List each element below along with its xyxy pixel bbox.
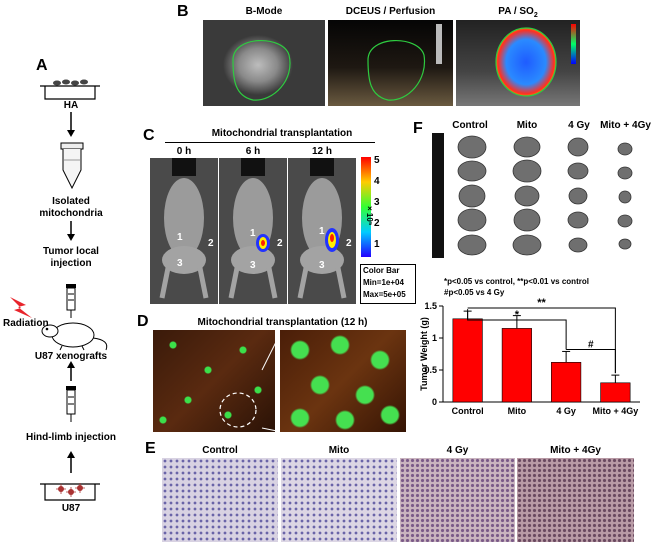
histology-4gy — [400, 458, 515, 542]
panel-a-label: A — [36, 57, 48, 74]
ivis-image-12h — [288, 158, 356, 304]
x-tick-label: Mito — [508, 406, 527, 416]
y-tick-label: 1.5 — [424, 301, 437, 311]
marker-2: 2 — [346, 238, 352, 249]
ivis-image-0h — [150, 158, 218, 304]
b-title-pa: PA / SO2 — [498, 6, 538, 19]
c-title: Mitochondrial transplantation — [211, 128, 353, 139]
c-markers-12h: 1 2 3 — [288, 158, 356, 304]
u87-dish-icon — [40, 483, 100, 501]
colorbar-legend-title: Color Bar — [363, 266, 400, 275]
x-tick-label: Mito + 4Gy — [592, 406, 638, 416]
e-label-mito: Mito — [328, 445, 350, 456]
c-colorbar — [361, 157, 371, 257]
panel-f-label: F — [413, 120, 423, 137]
step-ha: HA — [63, 100, 79, 111]
marker-1: 1 — [250, 228, 256, 239]
colorbar-tick-3: 3 — [374, 197, 380, 208]
step-isolated: Isolated — [52, 196, 90, 207]
photoacoustic-image — [456, 20, 580, 106]
tumor-photo — [432, 133, 633, 258]
c-time-12h: 12 h — [311, 146, 332, 157]
x-tick-label: Control — [452, 406, 484, 416]
sig-bracket — [566, 349, 616, 374]
f-photo-label-control: Control — [452, 120, 488, 131]
colorbar-tick-2: 2 — [374, 218, 380, 229]
step-mitochondria: mitochondria — [39, 208, 103, 219]
f-photo-label-mito-4gy: Mito + 4Gy — [600, 120, 651, 131]
panel-c-label: C — [143, 127, 155, 144]
c-time-0h: 0 h — [176, 146, 192, 157]
b-title-bmode: B-Mode — [245, 6, 283, 17]
ha-dish-icon — [40, 79, 100, 100]
sig-label: ** — [537, 297, 546, 309]
histology-mito-4gy — [517, 458, 634, 542]
c-title-rule — [165, 142, 375, 143]
panel-a-schematic — [10, 79, 108, 501]
b-title-dceus: DCEUS / Perfusion — [345, 6, 436, 17]
marker-1: 1 — [177, 232, 183, 243]
syringe-icon — [66, 284, 76, 318]
colorbar-legend-box: Color Bar Min=1e+04 Max=5e+05 — [360, 264, 416, 304]
step-u87-xenografts: U87 xenografts — [34, 351, 108, 362]
marker-3: 3 — [319, 260, 325, 271]
histology-control — [162, 458, 278, 542]
c-time-6h: 6 h — [245, 146, 261, 157]
colorbar-legend-min: Min=1e+04 — [363, 278, 404, 287]
marker-2: 2 — [277, 238, 283, 249]
d-title: Mitochondrial transplantation (12 h) — [197, 317, 368, 328]
histology-mito — [281, 458, 397, 542]
bar — [501, 328, 532, 403]
step-u87: U87 — [61, 503, 81, 514]
lightning-icon — [10, 297, 32, 318]
ivis-image-6h — [219, 158, 287, 304]
marker-1: 1 — [319, 226, 325, 237]
bar — [600, 382, 631, 403]
colorbar-tick-1: 1 — [374, 239, 380, 250]
marker-2: 2 — [208, 238, 214, 249]
y-tick-label: 0.5 — [424, 365, 437, 375]
sig-bracket — [467, 309, 567, 350]
stats-note-2: #p<0.05 vs 4 Gy — [444, 288, 505, 297]
colorbar-exponent: × 10⁵ — [365, 206, 374, 226]
fluorescence-image-overview — [153, 330, 275, 432]
bar — [551, 362, 582, 403]
colorbar-tick-5: 5 — [374, 155, 380, 166]
f-photo-label-4gy: 4 Gy — [568, 120, 590, 131]
stats-note-1: *p<0.05 vs control, **p<0.01 vs control — [444, 277, 589, 286]
c-markers-0h: 1 2 3 — [150, 158, 218, 304]
e-label-4gy: 4 Gy — [446, 445, 469, 456]
mouse-icon — [41, 322, 108, 351]
f-photo-label-mito: Mito — [516, 120, 538, 131]
panel-b-label: B — [177, 3, 189, 20]
panel-e-label: E — [145, 440, 156, 457]
y-axis-label: Tumor Weight (g) — [419, 317, 429, 391]
zoom-connector-lines — [261, 330, 283, 432]
marker-3: 3 — [177, 258, 183, 269]
step-tumor-local: Tumor local — [43, 246, 99, 257]
y-tick-label: 0 — [432, 397, 437, 407]
y-tick-label: 1 — [432, 333, 437, 343]
x-tick-label: 4 Gy — [556, 406, 576, 416]
marker-3: 3 — [250, 260, 256, 271]
colorbar-legend-max: Max=5e+05 — [363, 290, 406, 299]
sig-label: # — [588, 340, 594, 351]
bar — [452, 318, 483, 403]
step-injection: injection — [50, 258, 92, 269]
e-label-control: Control — [202, 445, 238, 456]
panel-d-label: D — [137, 313, 149, 330]
ultrasound-bmode-image — [203, 20, 325, 106]
ultrasound-dceus-image — [328, 20, 453, 106]
fluorescence-image-zoom — [280, 330, 406, 432]
c-markers-6h: 1 2 3 — [219, 158, 287, 304]
tumor-weight-chart: 0 0.5 1 1.5 Tumor Weight (g) Control Mito 4 Gy M… — [419, 297, 640, 416]
tube-icon — [60, 142, 84, 190]
syringe-icon — [66, 386, 76, 422]
colorbar-tick-4: 4 — [374, 176, 380, 187]
e-label-mito-4gy: Mito + 4Gy — [550, 445, 601, 456]
sig-label: * — [515, 309, 520, 321]
step-hind-limb-injection: Hind-limb injection — [26, 432, 116, 443]
radiation-label: Radiation — [3, 318, 49, 329]
